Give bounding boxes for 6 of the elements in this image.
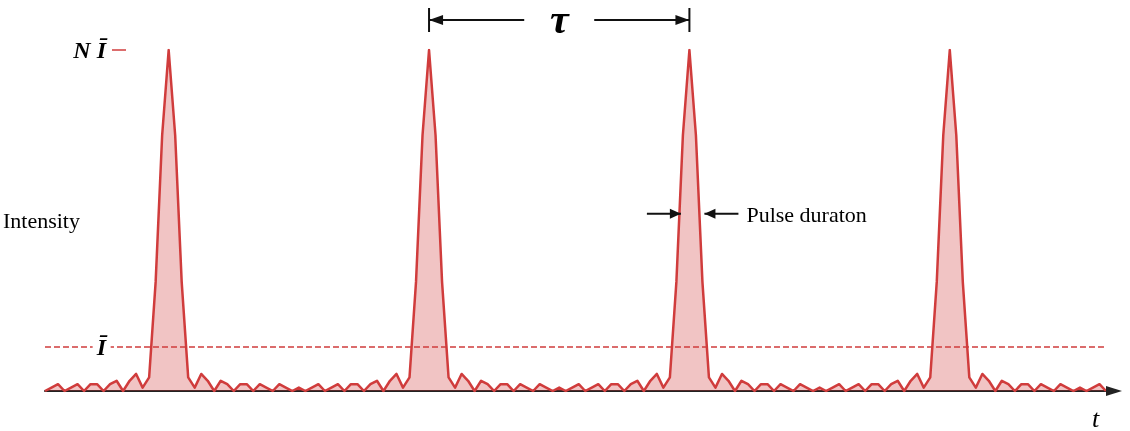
x-axis-title: t: [1092, 403, 1100, 431]
y-axis-title: Intensity: [2, 208, 80, 233]
ref-line-label: Ī: [95, 333, 108, 360]
text: τ: [549, 0, 570, 42]
annotation: Pulse duraton: [746, 201, 867, 227]
annotation: N Ī: [72, 37, 108, 63]
